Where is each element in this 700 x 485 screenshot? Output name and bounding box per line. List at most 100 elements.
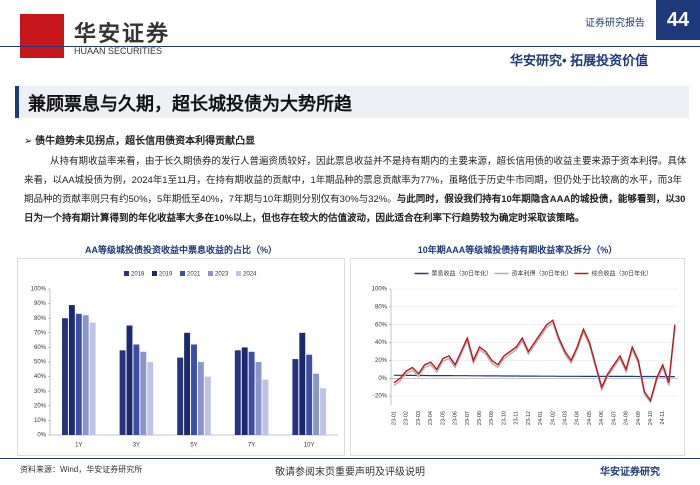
logo-en: HUAAN SECURITIES [74, 46, 163, 56]
x-tick-label: 23-05 [440, 411, 446, 425]
legend-label: 票息收益（30日年化） [432, 270, 493, 278]
x-tick-label: 23-09 [489, 411, 495, 425]
bar [147, 362, 154, 435]
x-tick-label: 24-01 [538, 411, 544, 425]
y-tick-label: 10% [34, 418, 47, 424]
x-tick-label: 24-06 [599, 411, 605, 425]
bar [292, 359, 299, 435]
title: 兼顾票息与久期，超长城投债为大势所趋 [28, 94, 352, 114]
legend-swatch [124, 271, 129, 276]
legend-label: 综合收益（30日年化） [592, 270, 653, 278]
bar [177, 357, 184, 435]
bar [119, 350, 126, 435]
y-tick-label: 50% [34, 360, 47, 366]
x-tick-label: 24-08 [624, 411, 630, 425]
y-tick-label: 80% [375, 304, 388, 310]
y-tick-label: 0% [37, 433, 46, 439]
x-tick-label: 23-06 [453, 411, 459, 425]
slogan: 华安研究• 拓展投资价值 [510, 53, 649, 68]
y-tick-label: 20% [375, 358, 388, 364]
x-tick-label: 24-05 [587, 411, 593, 425]
x-tick-label: 23-01 [392, 411, 398, 425]
y-tick-label: 60% [375, 322, 388, 328]
bullet: ➢ 债牛趋势未见拐点，超长信用债资本利得贡献凸显 [24, 136, 256, 147]
legend-label: 2019 [159, 272, 173, 278]
legend-label: 2023 [215, 272, 229, 278]
x-tick-label: 3Y [133, 443, 140, 449]
x-tick-label: 24-11 [660, 411, 666, 425]
bar [62, 318, 68, 435]
paragraph: 从持有期收益率来看，由于长久期债券的发行人普遍资质较好，因此票息收益并不是持有期… [24, 152, 689, 228]
x-tick-label: 23-07 [465, 411, 471, 425]
y-tick-label: 40% [375, 340, 388, 346]
chart-title: 10年期AAA等级城投债持有期收益率及拆分（%） [417, 245, 618, 255]
bar [255, 362, 262, 435]
paragraph-bold: 与此同时，假设我们持有10年期隐含AAA的城投债，能够看到，以30日为一个持有期… [24, 194, 686, 224]
bar [191, 344, 197, 435]
y-tick-label: 90% [34, 301, 47, 307]
x-tick-label: 23-04 [428, 411, 434, 425]
footer-rule [0, 458, 700, 459]
legend-label: 2024 [243, 272, 257, 278]
bar [82, 315, 89, 435]
legend-swatch [208, 271, 213, 276]
notice: 敬请参阅末页重要声明及评级说明 [275, 467, 425, 478]
source: 资料来源：Wind，华安证券研究所 [20, 465, 143, 474]
y-tick-label: -20% [373, 394, 388, 400]
line [393, 319, 676, 403]
x-tick-label: 23-03 [416, 411, 422, 425]
bar [75, 313, 82, 435]
bar [89, 322, 96, 435]
y-tick-label: 20% [34, 403, 47, 409]
header-rule [0, 46, 700, 47]
line [393, 321, 676, 404]
bar [197, 362, 204, 435]
y-tick-label: 70% [34, 330, 47, 336]
bar [313, 373, 320, 435]
x-tick-label: 23-12 [526, 411, 532, 425]
title-bar [15, 86, 689, 118]
bar [133, 344, 140, 435]
legend-label: 资本利得（30日年化） [512, 270, 573, 278]
x-tick-label: 24-02 [550, 411, 556, 425]
y-tick-label: 100% [31, 287, 47, 293]
x-tick-label: 24-03 [562, 411, 568, 425]
logo-text: 华安证券 [74, 21, 171, 46]
x-tick-label: 24-09 [636, 411, 642, 425]
x-tick-label: 7Y [248, 443, 255, 449]
x-tick-label: 5Y [190, 443, 197, 449]
bar [320, 388, 326, 435]
report-type: 证券研究报告 [585, 18, 645, 29]
page-number: 44 [656, 0, 700, 40]
x-tick-label: 24-10 [648, 411, 654, 425]
y-tick-label: 0% [378, 376, 387, 382]
x-tick-label: 23-02 [404, 411, 410, 425]
y-tick-label: 100% [372, 287, 388, 293]
paragraph-text: 从持有期收益率来看，由于长久期债券的发行人普遍资质较好，因此票息收益并不是持有期… [24, 156, 687, 205]
legend-swatch [236, 271, 241, 276]
y-tick-label: 30% [34, 389, 47, 395]
chart-title: AA等级城投债投资收益中票息收益的占比（%） [84, 245, 277, 255]
bar [68, 305, 75, 435]
y-tick-label: 80% [34, 316, 47, 322]
x-tick-label: 24-04 [575, 411, 581, 425]
line-chart: -20% 0% 20% 40% 60% 80% 100% 票息收益（30日年化） 资本利得（30… [350, 258, 685, 456]
x-tick-label: 23-10 [501, 411, 507, 425]
bar-chart: 0% 10% 20% 30% 40% 50% 60% 70% 80% 90% 100% 2018 201… [17, 258, 345, 456]
x-tick-label: 1Y [75, 443, 82, 449]
bar [262, 379, 269, 435]
brand: 华安证券研究 [600, 467, 660, 478]
legend-label: 2018 [131, 272, 145, 278]
bar [241, 347, 248, 435]
legend-swatch [180, 271, 185, 276]
y-tick-label: 60% [34, 345, 47, 351]
bar [126, 325, 133, 435]
x-tick-label: 10Y [304, 443, 315, 449]
bar [234, 350, 241, 435]
bullet-text: 债牛趋势未见拐点，超长信用债资本利得贡献凸显 [35, 136, 256, 147]
bar [204, 376, 211, 435]
bar [306, 354, 313, 435]
x-tick-label: 23-08 [477, 411, 483, 425]
line [394, 374, 675, 378]
